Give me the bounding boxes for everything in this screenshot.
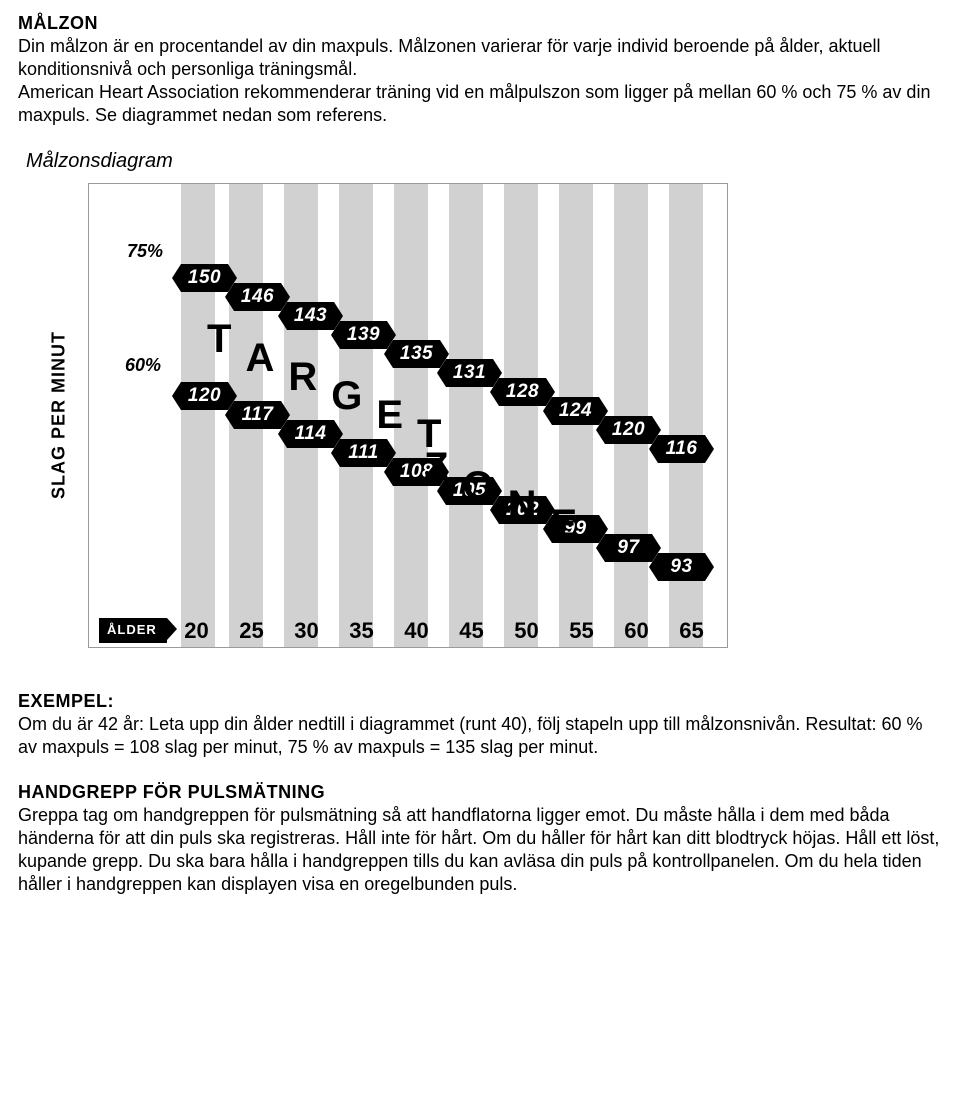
x-tick: 30 bbox=[279, 617, 334, 645]
hr-tag: 114 bbox=[287, 420, 334, 448]
handgrepp-heading: HANDGREPP FÖR PULSMÄTNING bbox=[18, 782, 325, 802]
x-tick: 60 bbox=[609, 617, 664, 645]
zone-letter: T bbox=[207, 314, 231, 365]
pct-label-75: 75% bbox=[127, 240, 163, 263]
zone-letter: O bbox=[462, 461, 493, 512]
x-axis: ÅLDER 20253035404550556065 bbox=[89, 617, 727, 647]
zone-letters: ZONE bbox=[424, 442, 577, 493]
x-tick: 25 bbox=[224, 617, 279, 645]
grid-bar bbox=[449, 184, 483, 647]
zone-letter: E bbox=[550, 499, 577, 550]
zone-letter: N bbox=[508, 480, 537, 531]
malzon-body-2: American Heart Association rekommenderar… bbox=[18, 82, 930, 125]
hr-tag: 116 bbox=[658, 435, 705, 463]
hr-tag: 111 bbox=[340, 439, 387, 467]
x-axis-label: ÅLDER bbox=[99, 618, 167, 643]
chart-title: Målzonsdiagram bbox=[26, 149, 942, 175]
hr-tag: 120 bbox=[181, 382, 228, 410]
zone-letter: Z bbox=[424, 442, 448, 493]
hr-tag: 93 bbox=[658, 553, 705, 581]
hr-tag: 146 bbox=[234, 283, 281, 311]
x-tick: 35 bbox=[334, 617, 389, 645]
zone-letter: A bbox=[245, 333, 274, 384]
exempel-section: EXEMPEL: Om du är 42 år: Leta upp din ål… bbox=[18, 690, 942, 759]
exempel-heading: EXEMPEL: bbox=[18, 691, 114, 711]
x-tick: 65 bbox=[664, 617, 719, 645]
y-axis-label: SLAG PER MINUT bbox=[47, 331, 70, 499]
hr-tag: 150 bbox=[181, 264, 228, 292]
malzon-section: MÅLZON Din målzon är en procentandel av … bbox=[18, 12, 942, 127]
row-75-tags: 150146143139135131128124120116 bbox=[89, 264, 705, 292]
malzon-body-1: Din målzon är en procentandel av din max… bbox=[18, 36, 880, 79]
grid-bar bbox=[504, 184, 538, 647]
x-tick: 20 bbox=[169, 617, 224, 645]
x-tick: 55 bbox=[554, 617, 609, 645]
x-tick: 45 bbox=[444, 617, 499, 645]
row-60-tags: 120117114111108105102999793 bbox=[89, 382, 705, 410]
pct-label-60: 60% bbox=[125, 354, 161, 377]
handgrepp-section: HANDGREPP FÖR PULSMÄTNING Greppa tag om … bbox=[18, 781, 942, 896]
hr-tag: 120 bbox=[605, 416, 652, 444]
target-letters: TARGET bbox=[207, 314, 441, 365]
x-axis-ticks: 20253035404550556065 bbox=[169, 617, 719, 645]
grid-bar bbox=[181, 184, 215, 647]
hr-tag: 97 bbox=[605, 534, 652, 562]
exempel-body: Om du är 42 år: Leta upp din ålder nedti… bbox=[18, 714, 922, 757]
x-tick: 40 bbox=[389, 617, 444, 645]
x-tick: 50 bbox=[499, 617, 554, 645]
hr-tag: 117 bbox=[234, 401, 281, 429]
chart-area: SLAG PER MINUT 75% 60% 15014614313913513… bbox=[88, 183, 728, 648]
handgrepp-body: Greppa tag om handgreppen för pulsmätnin… bbox=[18, 805, 939, 894]
malzon-heading: MÅLZON bbox=[18, 13, 98, 33]
target-zone-chart: SLAG PER MINUT 75% 60% 15014614313913513… bbox=[88, 183, 942, 648]
